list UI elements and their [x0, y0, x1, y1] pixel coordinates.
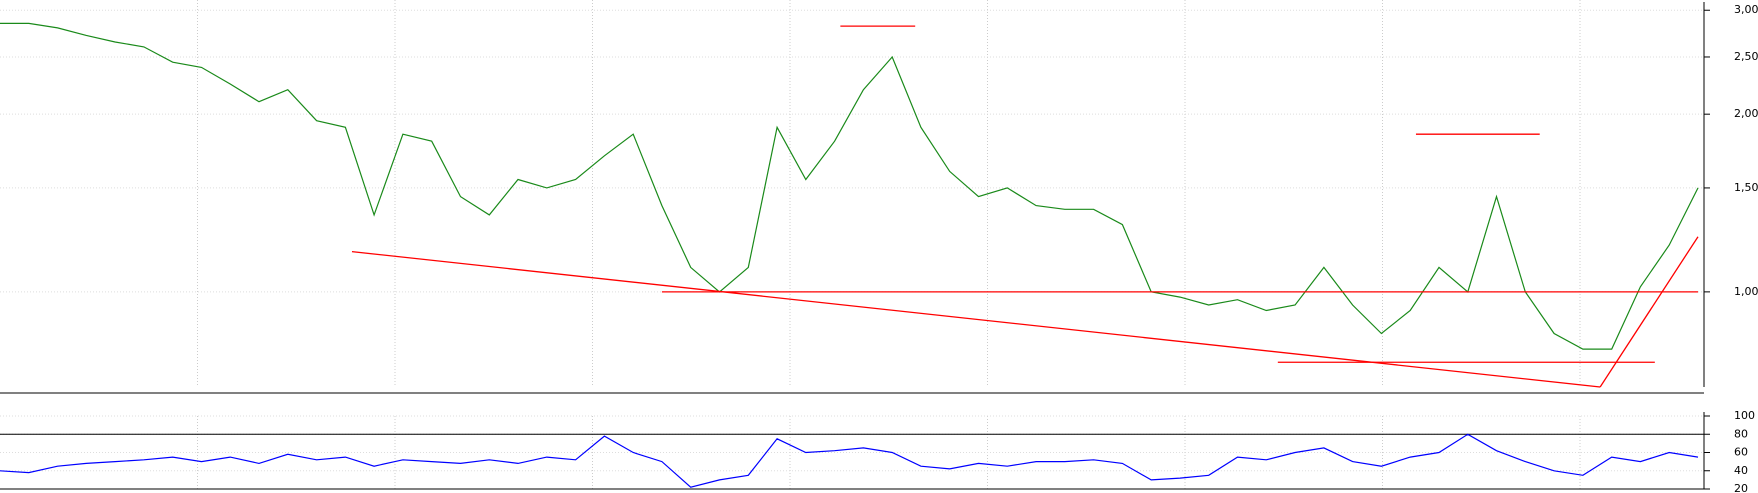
- trend-line: [351, 250, 1601, 388]
- y-tick-label: 1,50: [1734, 181, 1758, 194]
- series-line: [0, 433, 1699, 488]
- y-tick-label: 2,50: [1734, 50, 1758, 63]
- y-tick-label: 40: [1734, 464, 1748, 477]
- y-tick-label: 1,00: [1734, 285, 1758, 298]
- y-tick-label: 2,00: [1734, 107, 1758, 120]
- y-tick-label: 20: [1734, 482, 1748, 493]
- y-tick-label: 3,00: [1734, 3, 1758, 16]
- series-line: [0, 22, 1699, 350]
- y-tick-label: 60: [1734, 446, 1748, 459]
- trend-line: [1599, 236, 1699, 388]
- y-tick-label: 80: [1734, 427, 1748, 440]
- y-tick-label: 100: [1734, 409, 1755, 422]
